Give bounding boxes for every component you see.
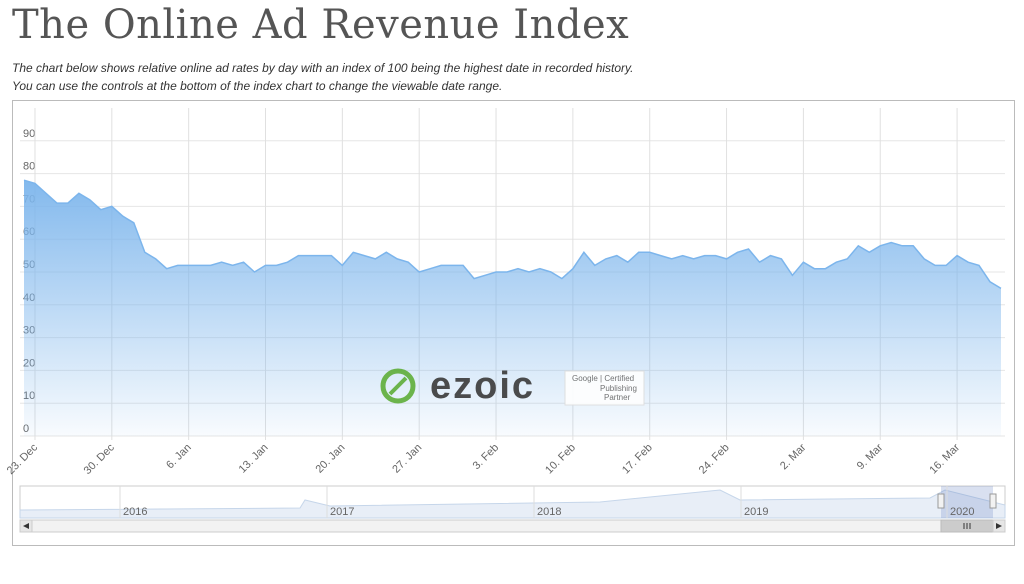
logo-text: ezoic bbox=[430, 365, 535, 407]
x-tick-label: 2. Mar bbox=[778, 441, 809, 472]
logo-ring bbox=[380, 368, 416, 404]
y-tick-label: 90 bbox=[23, 128, 35, 140]
chart-frame bbox=[12, 100, 1015, 546]
badge-text: Publishing bbox=[600, 384, 637, 393]
x-tick-label: 27. Jan bbox=[390, 442, 424, 476]
grip bbox=[963, 523, 971, 529]
page-title: The Online Ad Revenue Index bbox=[12, 2, 630, 48]
area bbox=[24, 180, 1001, 436]
arrow bbox=[996, 523, 1002, 529]
navigator-label: 2016 bbox=[123, 506, 147, 518]
logo-mark bbox=[388, 376, 408, 396]
navigator-label: 2018 bbox=[537, 506, 561, 518]
watermark: ezoic Google | Certified Publishing Part… bbox=[380, 365, 645, 407]
x-tick-label: 13. Jan bbox=[237, 442, 271, 476]
x-tick-label: 9. Mar bbox=[855, 441, 886, 472]
x-tick-label: 20. Jan bbox=[313, 442, 347, 476]
scrollbar-track[interactable] bbox=[19, 519, 1006, 533]
navigator-series bbox=[19, 489, 1006, 519]
navigator-labels: 2016 2017 2018 2019 2020 bbox=[119, 486, 974, 518]
navigator-label: 2020 bbox=[950, 506, 974, 518]
x-tick-label: 6. Jan bbox=[164, 442, 194, 472]
badge bbox=[564, 370, 645, 406]
x-tick-label: 10. Feb bbox=[543, 442, 578, 477]
subtitle: The chart below shows relative online ad… bbox=[12, 61, 634, 75]
subtitle: You can use the controls at the bottom o… bbox=[12, 79, 503, 93]
x-tick-label: 24. Feb bbox=[697, 442, 732, 477]
navigator-handle[interactable] bbox=[937, 493, 945, 509]
x-tick-label: 16. Mar bbox=[927, 441, 962, 476]
arrow bbox=[23, 523, 29, 529]
navigator-label: 2017 bbox=[330, 506, 354, 518]
navigator-selection[interactable] bbox=[941, 486, 993, 518]
badge-text: Partner bbox=[604, 393, 631, 402]
x-tick-label: 30. Dec bbox=[82, 441, 118, 477]
navigator-label: 2019 bbox=[744, 506, 768, 518]
badge-text: Google | Certified bbox=[572, 374, 634, 383]
navigator-handle[interactable] bbox=[989, 493, 997, 509]
x-tick-label: 3. Feb bbox=[471, 442, 502, 473]
line bbox=[23, 179, 1002, 290]
x-tick-label: 23. Dec bbox=[5, 441, 41, 477]
y-tick-label: 80 bbox=[23, 161, 35, 173]
x-tick-label: 17. Feb bbox=[620, 442, 655, 477]
